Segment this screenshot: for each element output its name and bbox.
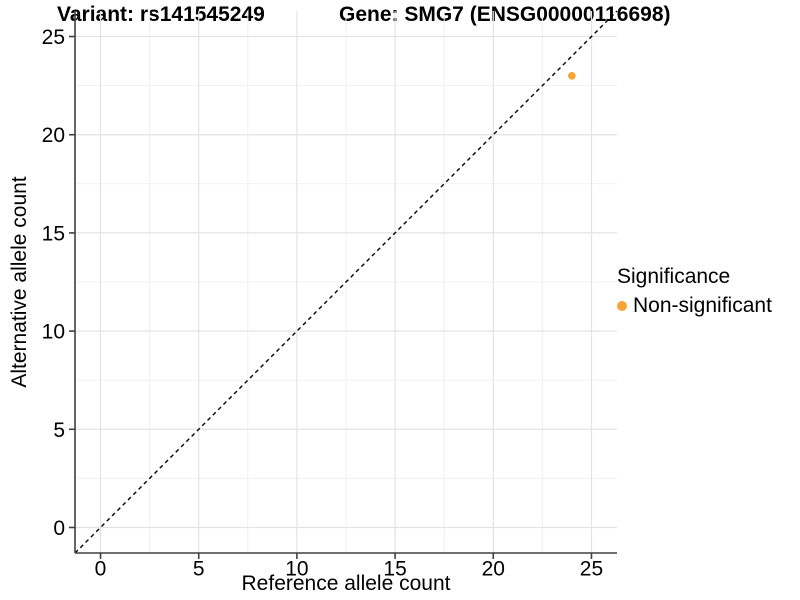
- y-tick-label: 25: [42, 26, 65, 49]
- x-tick-label: 20: [482, 558, 505, 581]
- y-tick-label: 5: [53, 419, 65, 442]
- y-tick-label: 10: [42, 321, 65, 344]
- legend-item: Non-significant: [617, 294, 772, 318]
- x-tick-label: 0: [95, 558, 107, 581]
- x-tick-label: 15: [383, 558, 406, 581]
- data-point: [568, 72, 576, 80]
- x-tick-label: 25: [580, 558, 603, 581]
- y-tick-label: 0: [53, 517, 65, 540]
- x-tick-label: 10: [285, 558, 308, 581]
- legend: Significance Non-significant: [617, 265, 772, 318]
- y-axis-title: Alternative allele count: [8, 176, 31, 388]
- y-tick-label: 15: [42, 222, 65, 245]
- legend-point-icon: [617, 301, 627, 311]
- x-axis-title: Reference allele count: [241, 572, 451, 595]
- y-tick-label: 20: [42, 124, 65, 147]
- plot-title-variant: Variant: rs141545249: [57, 3, 265, 26]
- x-tick-label: 5: [193, 558, 205, 581]
- legend-title: Significance: [617, 265, 731, 288]
- identity-line: [74, 10, 618, 554]
- legend-item-label: Non-significant: [633, 294, 772, 317]
- plot-title-gene: Gene: SMG7 (ENSG00000116698): [339, 3, 671, 26]
